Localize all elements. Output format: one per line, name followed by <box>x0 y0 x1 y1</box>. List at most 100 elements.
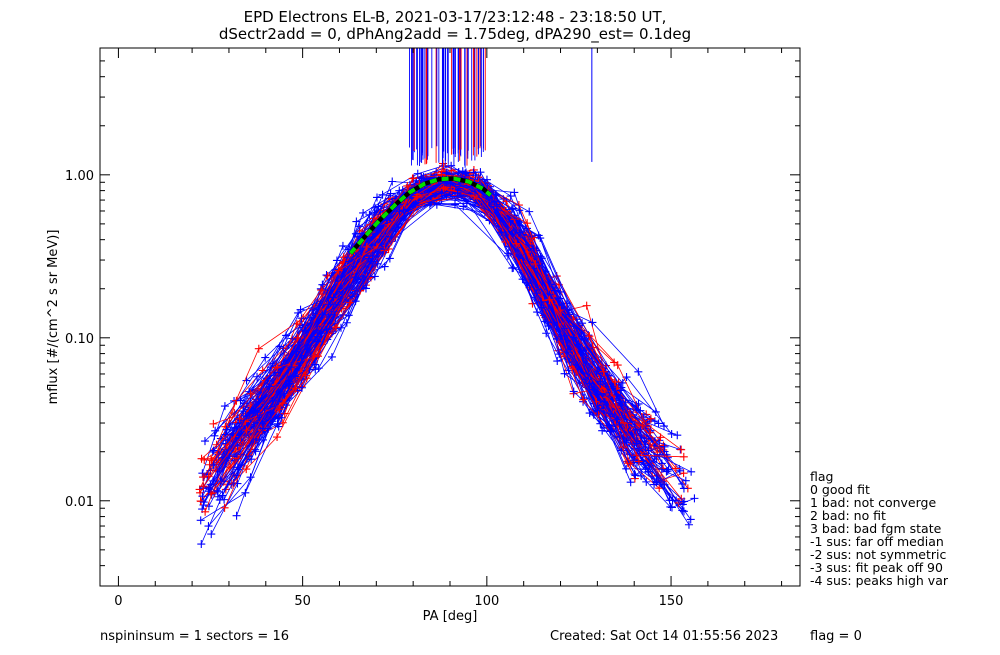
pa-data-point <box>602 393 611 402</box>
pa-data-point <box>687 467 696 476</box>
pa-data-point <box>501 237 510 246</box>
pa-data-point <box>204 522 213 531</box>
pa-data-point <box>610 377 619 386</box>
pa-data-point <box>209 461 218 470</box>
pa-data-point <box>592 397 601 406</box>
pa-data-point <box>612 390 621 399</box>
footer-created-date: Created: Sat Oct 14 01:55:56 2023 <box>550 629 778 644</box>
pa-data-point <box>630 456 639 465</box>
pa-data-point <box>403 181 412 190</box>
pa-data-point <box>636 406 645 415</box>
pa-data-point <box>373 193 382 202</box>
pa-data-point <box>246 389 255 398</box>
pa-data-point <box>199 498 208 507</box>
pa-data-point <box>677 445 686 454</box>
pa-data-point <box>679 507 688 516</box>
legend-entry-not-converge: 1 bad: not converge <box>810 495 936 510</box>
pa-data-point <box>324 300 333 309</box>
pa-data-point <box>213 486 222 495</box>
pa-trace <box>213 188 687 509</box>
pa-data-point <box>617 401 626 410</box>
pa-data-point <box>217 477 226 486</box>
pa-data-point <box>622 464 631 473</box>
pa-data-point <box>213 487 222 496</box>
pa-data-point <box>318 280 327 289</box>
pa-data-point <box>506 192 515 201</box>
pa-data-point <box>198 469 207 478</box>
pa-data-point <box>510 211 519 220</box>
legend-entry-no-fit: 2 bad: no fit <box>810 508 886 523</box>
pa-data-point <box>675 466 684 475</box>
pa-data-point <box>450 200 459 209</box>
pa-data-point <box>353 232 362 241</box>
pa-data-point <box>673 431 682 440</box>
pa-data-point <box>654 419 663 428</box>
pa-data-point <box>621 398 630 407</box>
pa-data-point <box>220 402 229 411</box>
pa-data-point <box>613 361 622 370</box>
pa-data-point <box>631 471 640 480</box>
pa-data-point <box>351 273 360 282</box>
pa-data-point <box>667 503 676 512</box>
footer-flag: flag = 0 <box>810 629 862 644</box>
pa-data-point <box>297 314 306 323</box>
pa-data-point <box>662 450 671 459</box>
x-tick-label: 50 <box>294 594 311 609</box>
pa-data-point <box>378 190 387 199</box>
ticks-layer: 0 50 100 150 0.01 0.10 1.00 <box>65 47 800 609</box>
fit-layer <box>348 176 492 255</box>
legend-entry-fit-peak-off-90: -3 sus: fit peak off 90 <box>810 560 943 575</box>
pa-data-point <box>385 254 394 263</box>
pa-data-point <box>327 352 336 361</box>
pa-data-point <box>275 342 284 351</box>
pa-data-point <box>232 511 241 520</box>
pa-data-point <box>659 422 668 431</box>
pa-data-point <box>531 260 540 269</box>
pa-trace-line <box>202 178 640 478</box>
pa-data-point <box>659 441 668 450</box>
pa-data-point <box>515 228 524 237</box>
pa-trace-line <box>203 189 621 478</box>
pa-data-point <box>198 492 207 501</box>
pa-data-point <box>209 419 218 428</box>
pa-data-point <box>359 208 368 217</box>
pa-trace-line <box>256 174 652 431</box>
pa-data-point <box>651 407 660 416</box>
pa-data-point <box>622 373 631 382</box>
pa-data-point <box>310 360 319 369</box>
pa-data-point <box>311 365 320 374</box>
pa-data-point <box>229 478 238 487</box>
pa-data-point <box>525 207 534 216</box>
y-tick-label: 0.01 <box>65 495 94 510</box>
pa-data-point <box>616 386 625 395</box>
pa-trace-line <box>216 192 684 505</box>
pa-data-point <box>510 188 519 197</box>
pa-data-point <box>220 503 229 512</box>
footer-spin-info: nspininsum = 1 sectors = 16 <box>100 629 289 644</box>
pa-data-point <box>380 262 389 271</box>
pa-data-point <box>640 460 649 469</box>
pa-data-point <box>395 207 404 216</box>
pa-data-point <box>470 192 479 201</box>
pa-data-point <box>512 239 521 248</box>
pa-data-point <box>662 467 671 476</box>
pa-data-point <box>620 438 629 447</box>
pa-data-point <box>242 465 251 474</box>
pa-data-point <box>626 459 635 468</box>
pa-data-point <box>413 169 422 178</box>
pa-data-point <box>313 352 322 361</box>
pa-trace-line <box>201 186 628 459</box>
pa-data-point <box>679 484 688 493</box>
pa-data-point <box>399 206 408 215</box>
pa-data-point <box>200 437 209 446</box>
pa-data-point <box>560 324 569 333</box>
pa-data-point <box>585 379 594 388</box>
pa-data-point <box>588 318 597 327</box>
data-layer <box>195 48 699 549</box>
pa-data-point <box>197 540 206 549</box>
pa-trace <box>217 188 639 486</box>
pa-data-point <box>273 433 282 442</box>
pa-data-point <box>504 249 513 258</box>
